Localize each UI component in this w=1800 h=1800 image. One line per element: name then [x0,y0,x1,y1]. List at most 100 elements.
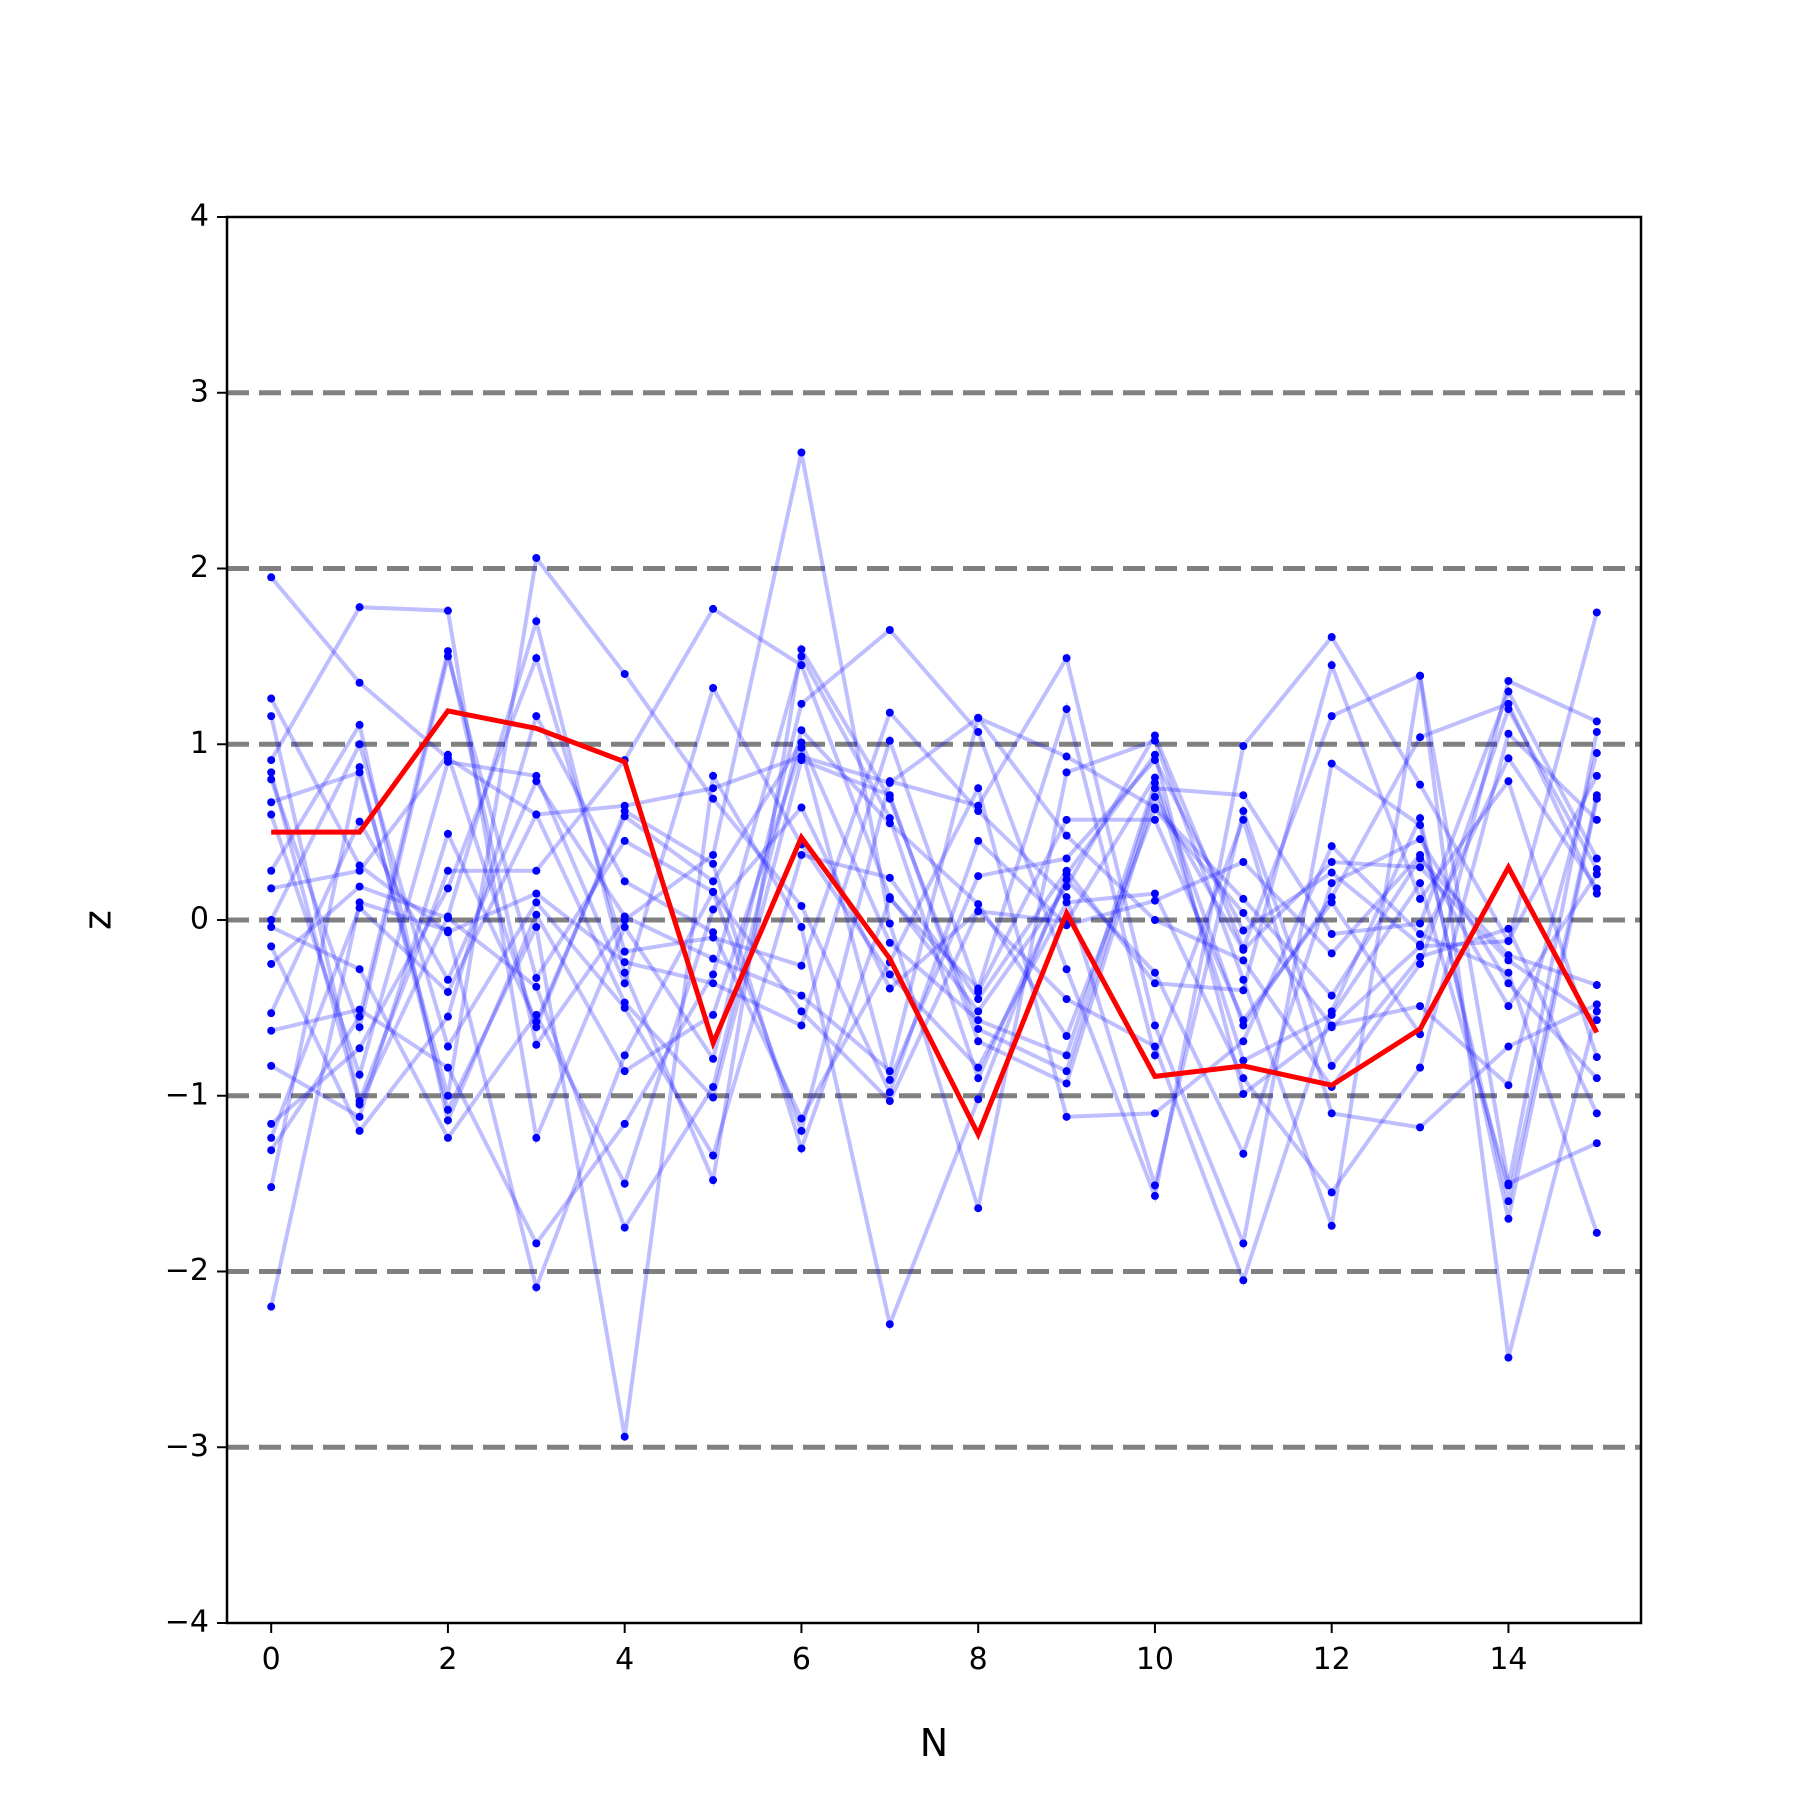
background-series-point [974,727,983,736]
background-series-point [1327,879,1336,888]
background-series-point [1062,705,1071,714]
background-series-point [1327,759,1336,768]
background-series-point [443,926,452,935]
background-series-point [620,1432,629,1441]
background-series-point [974,907,983,916]
background-series-point [709,794,718,803]
background-series-point [620,923,629,932]
background-series-point [709,1054,718,1063]
background-series-line [270,553,1599,1098]
background-series-point [267,916,276,924]
y-tick-label: 2 [190,550,209,585]
background-series-point [974,836,983,845]
background-series-point [885,938,894,947]
background-series-point [797,1144,806,1153]
x-tick-label: 4 [615,1642,634,1677]
background-series-point [267,775,276,784]
background-series-point [1239,791,1248,800]
background-series-point [1327,661,1336,670]
background-series-point [443,1091,452,1100]
background-series-point [1062,1051,1071,1060]
y-tick-label: −1 [165,1077,209,1112]
background-series-line [269,710,1599,1234]
background-series-point [620,979,629,988]
background-series-point [443,1105,452,1114]
background-series-point [1150,889,1159,898]
background-series-point [1504,777,1513,786]
background-series-point [267,712,276,721]
background-series-point [1504,1002,1513,1011]
background-series-point [1062,882,1071,891]
y-tick-label: 0 [190,902,209,937]
background-series-point [1416,930,1425,939]
background-series-point [1416,942,1425,951]
background-series-point [1062,768,1071,777]
background-series-point [267,573,276,582]
background-series-point [443,829,452,838]
background-series-line [269,726,1599,1233]
background-series-point [1504,754,1513,763]
background-series-point [709,850,718,859]
background-series-point [620,1119,629,1128]
background-series-line [269,613,1599,1188]
background-series-point [797,738,806,747]
background-series-point [532,982,541,991]
background-series-point [797,652,806,661]
y-tick-label: −3 [165,1429,209,1464]
background-series-point [1150,916,1159,924]
x-tick-label: 2 [438,1642,457,1677]
background-series-point [620,947,629,956]
background-series-point [1239,1276,1248,1285]
background-series-point [532,617,541,626]
background-series-point [1416,1063,1425,1072]
background-series-point [709,684,718,693]
background-series-point [1239,908,1248,917]
background-series-point [1592,608,1601,617]
background-series-point [1239,1021,1248,1030]
background-series-point [532,1239,541,1248]
background-series-point [355,740,364,749]
background-series-point [709,954,718,963]
background-series-line [269,658,1599,1161]
background-series-point [1239,1056,1248,1065]
background-series-line [270,701,1598,1155]
background-series-point [797,923,806,932]
background-series-point [443,606,452,615]
background-series-point [1062,893,1071,902]
background-series-group [267,448,1601,1441]
background-series-point [797,661,806,670]
background-series-point [1327,1061,1336,1070]
background-series-point [532,712,541,721]
background-series-point [1062,1067,1071,1076]
background-series-point [885,626,894,635]
background-series-point [267,1146,276,1155]
background-series-point [1150,815,1159,824]
background-series-point [443,647,452,656]
background-series-point [1416,733,1425,742]
background-series-point [355,1126,364,1135]
background-series-point [1327,858,1336,867]
background-series-point [1062,752,1071,761]
background-series-point [620,968,629,977]
background-series-point [443,1133,452,1142]
background-series-point [1504,956,1513,965]
background-series-point [1150,778,1159,787]
background-series-point [1592,854,1601,863]
background-series-point [1416,879,1425,888]
background-series-point [267,942,276,951]
background-series-point [1062,815,1071,824]
background-series-point [532,1010,541,1019]
background-series-line [269,750,1599,1438]
x-tick-label: 14 [1489,1642,1527,1677]
background-series-point [1150,805,1159,814]
y-tick-label: 3 [190,374,209,409]
background-series-point [620,1179,629,1188]
background-series-point [1062,1112,1071,1121]
background-series-point [1504,968,1513,977]
background-series-point [267,1133,276,1142]
background-series-point [1150,979,1159,988]
background-series-point [443,1063,452,1072]
background-series-point [443,914,452,923]
background-series-point [267,866,276,875]
